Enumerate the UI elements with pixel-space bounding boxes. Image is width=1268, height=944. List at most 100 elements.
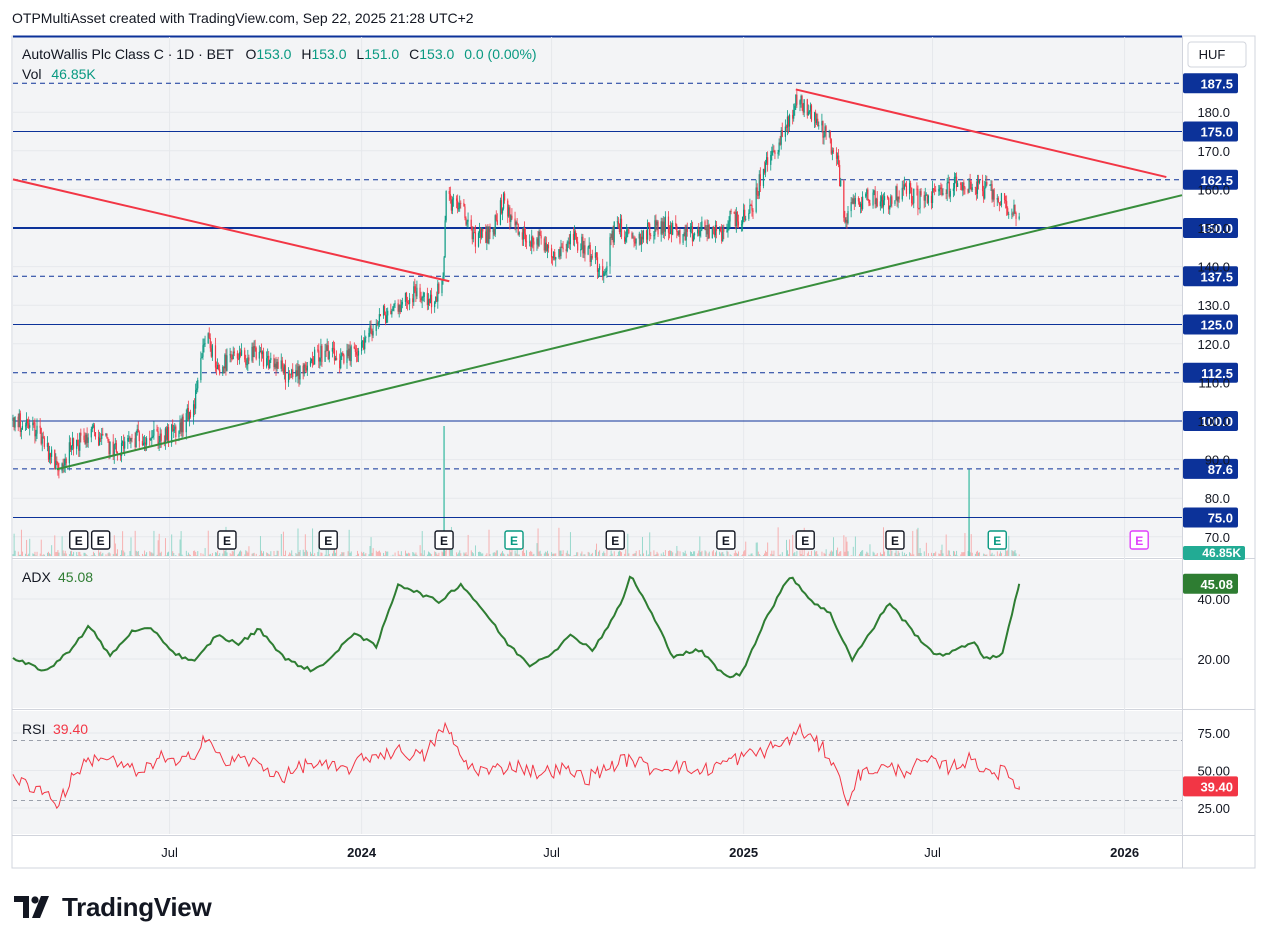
volume-bar — [232, 551, 234, 556]
volume-bar — [90, 555, 92, 556]
candle-body — [701, 221, 703, 230]
volume-bar — [150, 552, 152, 556]
volume-bar — [704, 550, 706, 556]
candle-body — [179, 422, 181, 432]
earnings-icon[interactable]: E — [885, 530, 905, 550]
earnings-icon-letter: E — [801, 534, 809, 548]
earnings-icon[interactable]: E — [90, 530, 111, 550]
candle-body — [963, 182, 965, 188]
candle-body — [919, 191, 921, 209]
earnings-icon[interactable]: E — [69, 530, 89, 550]
volume-bar — [967, 551, 969, 556]
volume-bar — [123, 550, 125, 556]
volume-bar — [142, 553, 143, 556]
volume-bar — [387, 551, 389, 556]
candle-body — [239, 352, 242, 356]
candle-body — [750, 205, 752, 206]
candle-body — [934, 189, 936, 191]
candle-body — [32, 422, 34, 426]
volume-bar — [485, 554, 487, 556]
volume-bar — [765, 550, 767, 556]
candle-body — [180, 422, 182, 433]
volume-bar — [362, 553, 364, 556]
currency-button[interactable] — [1187, 41, 1247, 68]
volume-bar — [204, 548, 206, 556]
earnings-icon[interactable]: E — [716, 530, 736, 550]
rsi-axis-label: 50.00 — [1197, 764, 1230, 779]
earnings-icon[interactable]: E — [434, 530, 454, 550]
candle-body — [14, 416, 16, 428]
candle-body — [762, 168, 765, 186]
adx-pane[interactable] — [13, 560, 1182, 708]
candle-body — [72, 438, 75, 449]
earnings-icon[interactable]: E — [318, 530, 338, 550]
candle-body — [112, 441, 114, 457]
volume-bar — [32, 553, 34, 556]
legend-h-label: H — [301, 46, 311, 62]
candle-body — [567, 241, 569, 243]
rsi-pane[interactable] — [13, 711, 1182, 834]
earnings-icon[interactable]: E — [987, 530, 1007, 550]
candle-body — [197, 380, 199, 389]
candle-body — [437, 283, 439, 302]
candle-body — [1011, 213, 1013, 215]
candle-body — [233, 351, 235, 354]
candle-body — [984, 187, 986, 199]
adx-line — [12, 575, 1021, 679]
candle-body — [115, 443, 117, 453]
volume-bar — [544, 551, 546, 556]
candle-body — [814, 112, 816, 121]
upcoming-earnings-icon[interactable]: E — [1129, 530, 1149, 550]
volume-bar — [677, 550, 679, 556]
candle-body — [807, 111, 809, 116]
volume-bar — [584, 554, 586, 556]
candle-body — [517, 224, 519, 235]
volume-bar — [918, 552, 920, 556]
volume-bar — [609, 555, 611, 556]
price-axis-label: 140.0 — [1197, 260, 1230, 275]
tradingview-watermark[interactable]: TradingView — [14, 891, 212, 923]
candle-body — [730, 210, 732, 212]
candle-body — [56, 460, 58, 464]
candle-body — [28, 423, 30, 428]
earnings-icon[interactable]: E — [217, 530, 237, 550]
volume-bar — [738, 551, 739, 556]
rsi-value-label-box — [1183, 776, 1238, 797]
candle-body — [698, 229, 700, 236]
price-pane[interactable] — [13, 37, 1182, 557]
volume-bar — [984, 554, 986, 556]
volume-bar — [160, 551, 162, 556]
volume-bar — [328, 553, 330, 556]
candle-body — [617, 221, 619, 225]
earnings-icon[interactable]: E — [504, 530, 524, 550]
earnings-icon[interactable]: E — [605, 530, 625, 550]
candle-body — [860, 203, 863, 210]
volume-bar — [13, 533, 15, 556]
candle-body — [891, 196, 893, 204]
volume-bar — [587, 551, 589, 556]
legend-h-value: 153.0 — [311, 46, 346, 62]
candle-body — [391, 310, 393, 315]
volume-bar — [73, 551, 75, 556]
volume-bar — [258, 555, 260, 556]
candle-body — [743, 209, 745, 217]
candle-body — [163, 440, 165, 444]
candle-body — [672, 222, 674, 235]
volume-bar — [1011, 550, 1013, 556]
volume-bar — [508, 554, 510, 556]
volume-bar — [153, 530, 155, 556]
earnings-icon[interactable]: E — [795, 530, 815, 550]
volume-bar — [604, 553, 606, 556]
candle-body — [839, 164, 841, 187]
candle-body — [874, 190, 876, 205]
candle-body — [522, 228, 524, 240]
candle-body — [487, 229, 489, 244]
candle-body — [999, 204, 1001, 206]
candle-body — [472, 232, 474, 240]
volume-bar — [647, 555, 649, 556]
trendlines[interactable] — [12, 88, 1183, 471]
candle-body — [823, 136, 825, 138]
volume-bar — [115, 553, 117, 556]
